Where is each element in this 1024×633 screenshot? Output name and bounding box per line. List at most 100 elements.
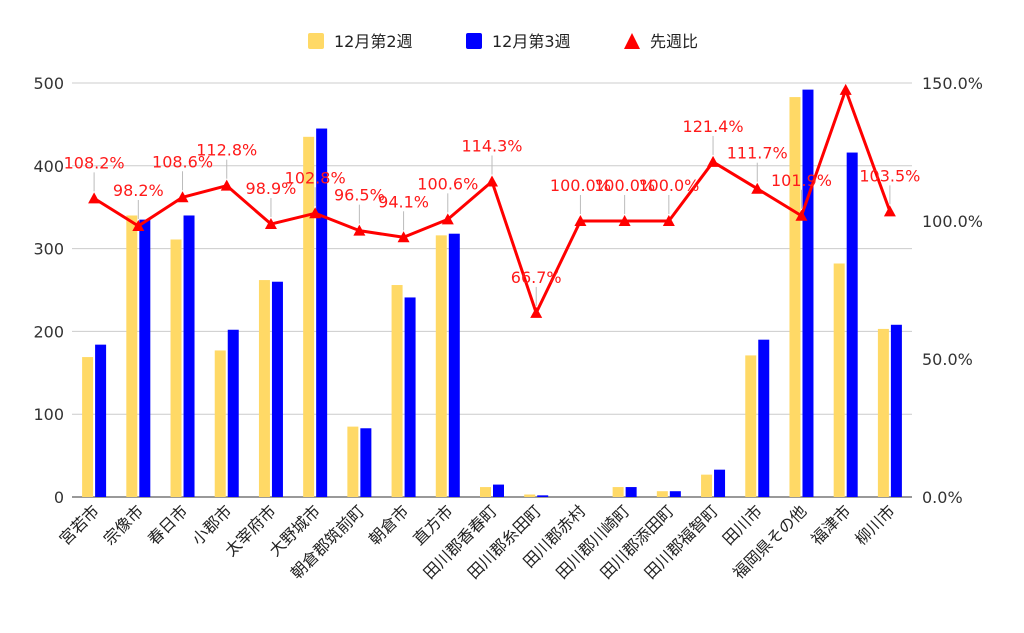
bar-week2 bbox=[480, 487, 491, 497]
legend-label: 先週比 bbox=[650, 32, 698, 51]
y-left-tick-label: 300 bbox=[33, 240, 64, 259]
data-label: 100.0% bbox=[550, 176, 611, 195]
ratio-marker bbox=[264, 218, 277, 230]
bar-week2 bbox=[126, 215, 138, 498]
legend-swatch bbox=[624, 33, 640, 49]
bar-week3 bbox=[404, 297, 416, 497]
ratio-marker bbox=[397, 231, 410, 243]
data-labels: 108.2% 98.2% 108.6%112.8% 98.9%102.8%96.5%9… bbox=[64, 117, 920, 306]
ratio-marker bbox=[309, 207, 322, 219]
ratio-marker bbox=[353, 224, 366, 236]
bar-week3 bbox=[139, 219, 151, 497]
bar-week2 bbox=[303, 136, 315, 497]
data-label: 100.0% bbox=[638, 176, 699, 195]
ratio-marker bbox=[486, 175, 498, 187]
y-right-tick-label: 150.0% bbox=[922, 74, 983, 93]
y-right-tick-label: 0.0% bbox=[922, 488, 963, 507]
bar-week3 bbox=[890, 324, 902, 497]
bars bbox=[82, 89, 902, 498]
bar-week3 bbox=[625, 487, 637, 497]
bar-week3 bbox=[669, 491, 681, 497]
bar-week2 bbox=[347, 426, 359, 497]
bar-week2 bbox=[524, 494, 536, 497]
data-label: 102.8% bbox=[285, 168, 346, 187]
ratio-marker bbox=[662, 215, 675, 226]
ratio-marker bbox=[795, 209, 808, 221]
ratio-polyline bbox=[93, 88, 892, 315]
bar-week3 bbox=[758, 339, 770, 497]
bar-week2 bbox=[435, 235, 447, 498]
ratio-marker bbox=[530, 306, 543, 318]
ratio-marker bbox=[88, 192, 101, 204]
bar-week3 bbox=[802, 89, 814, 498]
data-label: 108.6% bbox=[152, 152, 213, 171]
y-left-tick-label: 0 bbox=[54, 488, 64, 507]
x-category-label: 春日市 bbox=[144, 501, 191, 548]
data-label: 98.2% bbox=[113, 181, 164, 200]
bar-week2 bbox=[214, 350, 226, 497]
data-label: 103.5% bbox=[859, 166, 920, 185]
x-category-label: 宮若市 bbox=[56, 501, 103, 548]
ratio-marker bbox=[132, 219, 145, 231]
bar-week2 bbox=[656, 491, 668, 497]
ratio-marker bbox=[751, 182, 764, 194]
data-label: 111.7% bbox=[727, 144, 788, 163]
bar-week3 bbox=[316, 128, 328, 498]
data-label: 66.7% bbox=[511, 268, 562, 287]
data-label: 101.9% bbox=[771, 171, 832, 190]
ratio-marker bbox=[839, 83, 852, 95]
data-label: 96.5% bbox=[334, 186, 385, 205]
bar-week3 bbox=[846, 152, 858, 497]
x-category-label: 福津市 bbox=[807, 501, 854, 548]
legend-swatch bbox=[308, 33, 324, 49]
bar-week3 bbox=[183, 215, 195, 498]
y-axis-left: 0 100 200 300 400 500 bbox=[33, 74, 64, 507]
bar-week2 bbox=[877, 328, 889, 497]
x-category-label: 柳川市 bbox=[851, 501, 898, 548]
y-right-tick-label: 50.0% bbox=[922, 350, 973, 369]
y-left-tick-label: 500 bbox=[33, 74, 64, 93]
bar-week3 bbox=[271, 281, 283, 497]
legend: 12月第2週 12月第3週 先週比 bbox=[308, 32, 698, 51]
y-axis-right: 0.0% 50.0% 100.0% 150.0% bbox=[922, 74, 983, 507]
ratio-marker bbox=[441, 213, 454, 225]
bar-week2 bbox=[701, 474, 713, 497]
data-label: 114.3% bbox=[461, 137, 522, 156]
bar-week3 bbox=[537, 495, 549, 497]
bar-week2 bbox=[745, 355, 757, 497]
x-category-label: 宗像市 bbox=[100, 501, 147, 548]
bar-week3 bbox=[95, 344, 107, 497]
bar-week2 bbox=[82, 357, 94, 497]
bar-week2 bbox=[612, 487, 624, 497]
ratio-marker bbox=[574, 215, 587, 226]
data-label: 121.4% bbox=[683, 117, 744, 136]
data-label: 94.1% bbox=[378, 192, 429, 211]
ratio-marker bbox=[707, 155, 720, 167]
x-axis-categories: 宮若市宗像市春日市小郡市太宰府市大野城市朝倉郡筑前町朝倉市直方市田川郡香春町田川… bbox=[56, 501, 899, 582]
ratio-line bbox=[88, 83, 896, 318]
data-label: 112.8% bbox=[196, 141, 257, 160]
y-left-tick-label: 400 bbox=[33, 157, 64, 176]
y-left-tick-label: 200 bbox=[33, 322, 64, 341]
data-label: 98.9% bbox=[246, 179, 297, 198]
legend-swatch bbox=[466, 33, 482, 49]
bar-week2 bbox=[170, 239, 182, 497]
bar-week2 bbox=[833, 263, 845, 497]
data-label: 108.2% bbox=[64, 153, 125, 172]
x-category-label: 朝倉市 bbox=[365, 501, 412, 548]
bar-week3 bbox=[714, 469, 726, 497]
legend-label: 12月第2週 bbox=[334, 32, 413, 51]
bar-week2 bbox=[258, 280, 270, 497]
bar-week2 bbox=[391, 285, 403, 497]
ratio-marker bbox=[220, 179, 233, 191]
ratio-marker bbox=[618, 215, 631, 226]
bar-week3 bbox=[493, 484, 504, 497]
data-label: 100.0% bbox=[594, 176, 655, 195]
y-left-tick-label: 100 bbox=[33, 405, 64, 424]
bar-week2 bbox=[789, 97, 801, 498]
bar-week3 bbox=[360, 428, 372, 497]
ratio-marker bbox=[883, 205, 896, 217]
bar-week3 bbox=[227, 329, 239, 497]
ratio-marker bbox=[176, 191, 189, 203]
